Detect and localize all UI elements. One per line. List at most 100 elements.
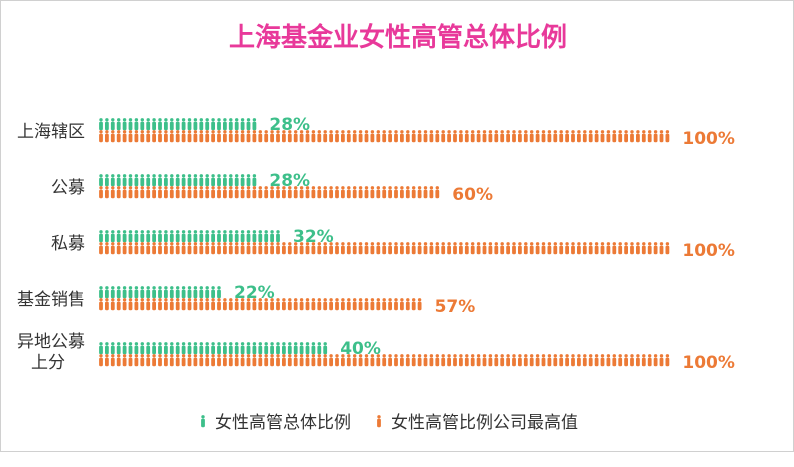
person-icon	[201, 415, 205, 428]
person-icon	[293, 354, 298, 367]
person-icon	[252, 342, 257, 355]
person-icon	[246, 298, 251, 311]
person-icon	[335, 242, 339, 255]
person-icon	[158, 342, 162, 355]
person-icon	[612, 242, 617, 255]
person-icon	[169, 186, 174, 199]
person-icon	[541, 242, 546, 255]
person-icon	[276, 342, 280, 355]
person-icon	[577, 242, 581, 255]
person-icon	[99, 118, 103, 131]
person-icon	[234, 242, 239, 255]
person-icon	[364, 242, 369, 255]
person-icon	[164, 298, 168, 311]
person-icon	[217, 130, 221, 143]
person-icon	[423, 242, 428, 255]
person-icon	[152, 118, 156, 131]
person-icon	[270, 242, 274, 255]
person-icon	[175, 354, 180, 367]
person-icon	[175, 118, 180, 131]
person-icon	[317, 186, 322, 199]
person-icon	[588, 130, 593, 143]
person-icon	[252, 174, 257, 187]
person-icon	[228, 342, 233, 355]
person-icon	[276, 354, 280, 367]
person-icon	[376, 130, 381, 143]
person-icon	[217, 354, 221, 367]
person-icon	[264, 230, 269, 243]
person-icon	[618, 130, 623, 143]
person-icon	[624, 242, 628, 255]
person-icon	[276, 298, 280, 311]
person-icon	[282, 342, 286, 355]
person-icon	[411, 354, 416, 367]
person-icon	[594, 354, 599, 367]
person-icon	[169, 298, 174, 311]
person-icon	[264, 342, 269, 355]
female-overall-label: 22%	[234, 283, 275, 303]
legend-label: 女性高管总体比例	[215, 413, 351, 433]
person-icon	[140, 130, 145, 143]
person-icon	[405, 242, 410, 255]
person-icon	[128, 354, 133, 367]
person-icon	[453, 354, 457, 367]
person-icon	[612, 354, 617, 367]
person-icon	[582, 354, 587, 367]
person-icon	[252, 298, 257, 311]
person-icon	[323, 298, 328, 311]
person-icon	[205, 118, 210, 131]
person-icon	[187, 186, 192, 199]
person-icon	[205, 342, 210, 355]
person-icon	[270, 130, 274, 143]
person-icon	[341, 298, 345, 311]
chart-row: 上海辖区 28% 100%	[17, 115, 735, 149]
person-icon	[193, 298, 198, 311]
person-icon	[518, 354, 522, 367]
person-icon	[169, 242, 174, 255]
person-icon	[405, 298, 410, 311]
person-icon	[435, 186, 440, 199]
person-icon	[441, 242, 446, 255]
person-icon	[105, 286, 109, 299]
person-icon	[630, 130, 634, 143]
person-icon	[122, 286, 127, 299]
person-icon	[618, 242, 623, 255]
person-icon	[211, 242, 215, 255]
person-icon	[311, 130, 316, 143]
person-icon	[152, 174, 156, 187]
person-icon	[134, 242, 139, 255]
person-icon	[122, 186, 127, 199]
person-icon	[99, 242, 103, 255]
person-icon	[99, 354, 103, 367]
person-icon	[376, 298, 381, 311]
person-icon	[199, 174, 204, 187]
person-icon	[417, 298, 422, 311]
person-icon	[228, 118, 233, 131]
person-icon	[122, 242, 127, 255]
female-max-strip	[99, 242, 670, 255]
person-icon	[217, 186, 221, 199]
person-icon	[158, 130, 162, 143]
person-icon	[352, 186, 357, 199]
person-icon	[388, 242, 392, 255]
female-overall-label: 28%	[269, 115, 310, 135]
person-icon	[370, 186, 375, 199]
person-icon	[323, 354, 328, 367]
person-icon	[164, 186, 168, 199]
person-icon	[346, 354, 351, 367]
person-icon	[600, 354, 605, 367]
person-icon	[199, 342, 204, 355]
person-icon	[105, 118, 109, 131]
person-icon	[181, 130, 186, 143]
person-icon	[482, 242, 487, 255]
person-icon	[199, 186, 204, 199]
person-icon	[110, 354, 115, 367]
person-icon	[647, 130, 652, 143]
person-icon	[270, 354, 274, 367]
person-icon	[293, 242, 298, 255]
person-icon	[335, 186, 339, 199]
person-icon	[158, 186, 162, 199]
person-icon	[169, 130, 174, 143]
person-icon	[582, 130, 587, 143]
person-icon	[264, 130, 269, 143]
